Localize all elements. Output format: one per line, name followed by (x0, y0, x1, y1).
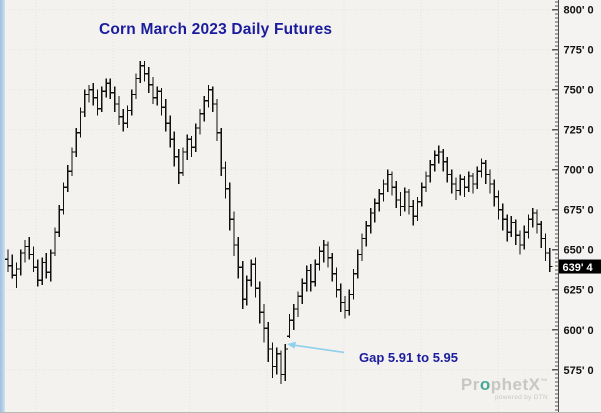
last-price-label: 639' 4 (559, 259, 601, 274)
y-axis-label: 625' 0 (564, 285, 594, 297)
svg-text:639' 4: 639' 4 (563, 262, 594, 274)
y-axis-label: 775' 0 (564, 45, 594, 57)
y-axis-label: 750' 0 (564, 85, 594, 97)
y-axis-label: 725' 0 (564, 125, 594, 137)
y-axis-label: 600' 0 (564, 325, 594, 337)
y-axis-label: 650' 0 (564, 245, 594, 257)
gap-annotation-text: Gap 5.91 to 5.95 (359, 350, 458, 365)
grid-lines (6, 0, 559, 412)
y-axis-label: 800' 0 (564, 5, 594, 17)
ohlc-bars (5, 60, 553, 385)
watermark-tagline: powered by DTN (495, 394, 548, 401)
window-edge-strip (0, 0, 5, 412)
y-axis-label: 700' 0 (564, 165, 594, 177)
y-axis-label: 575' 0 (564, 365, 594, 377)
price-axis[interactable]: 800' 0 775' 0 750' 0 725' 0 700' 0 675' 0 650'… (552, 0, 601, 413)
trademark-symbol: ™ (540, 378, 548, 386)
gap-arrow-icon (287, 341, 345, 354)
chart-title: Corn March 2023 Daily Futures (99, 21, 333, 38)
axis-tick-marks (552, 1, 559, 411)
prophetx-logo-o-icon: o (479, 375, 491, 394)
y-axis-label: 675' 0 (564, 205, 594, 217)
prophetx-watermark: ProphetX™ powered by DTN (456, 376, 548, 402)
prophetx-logo: ProphetX™ (460, 375, 548, 394)
